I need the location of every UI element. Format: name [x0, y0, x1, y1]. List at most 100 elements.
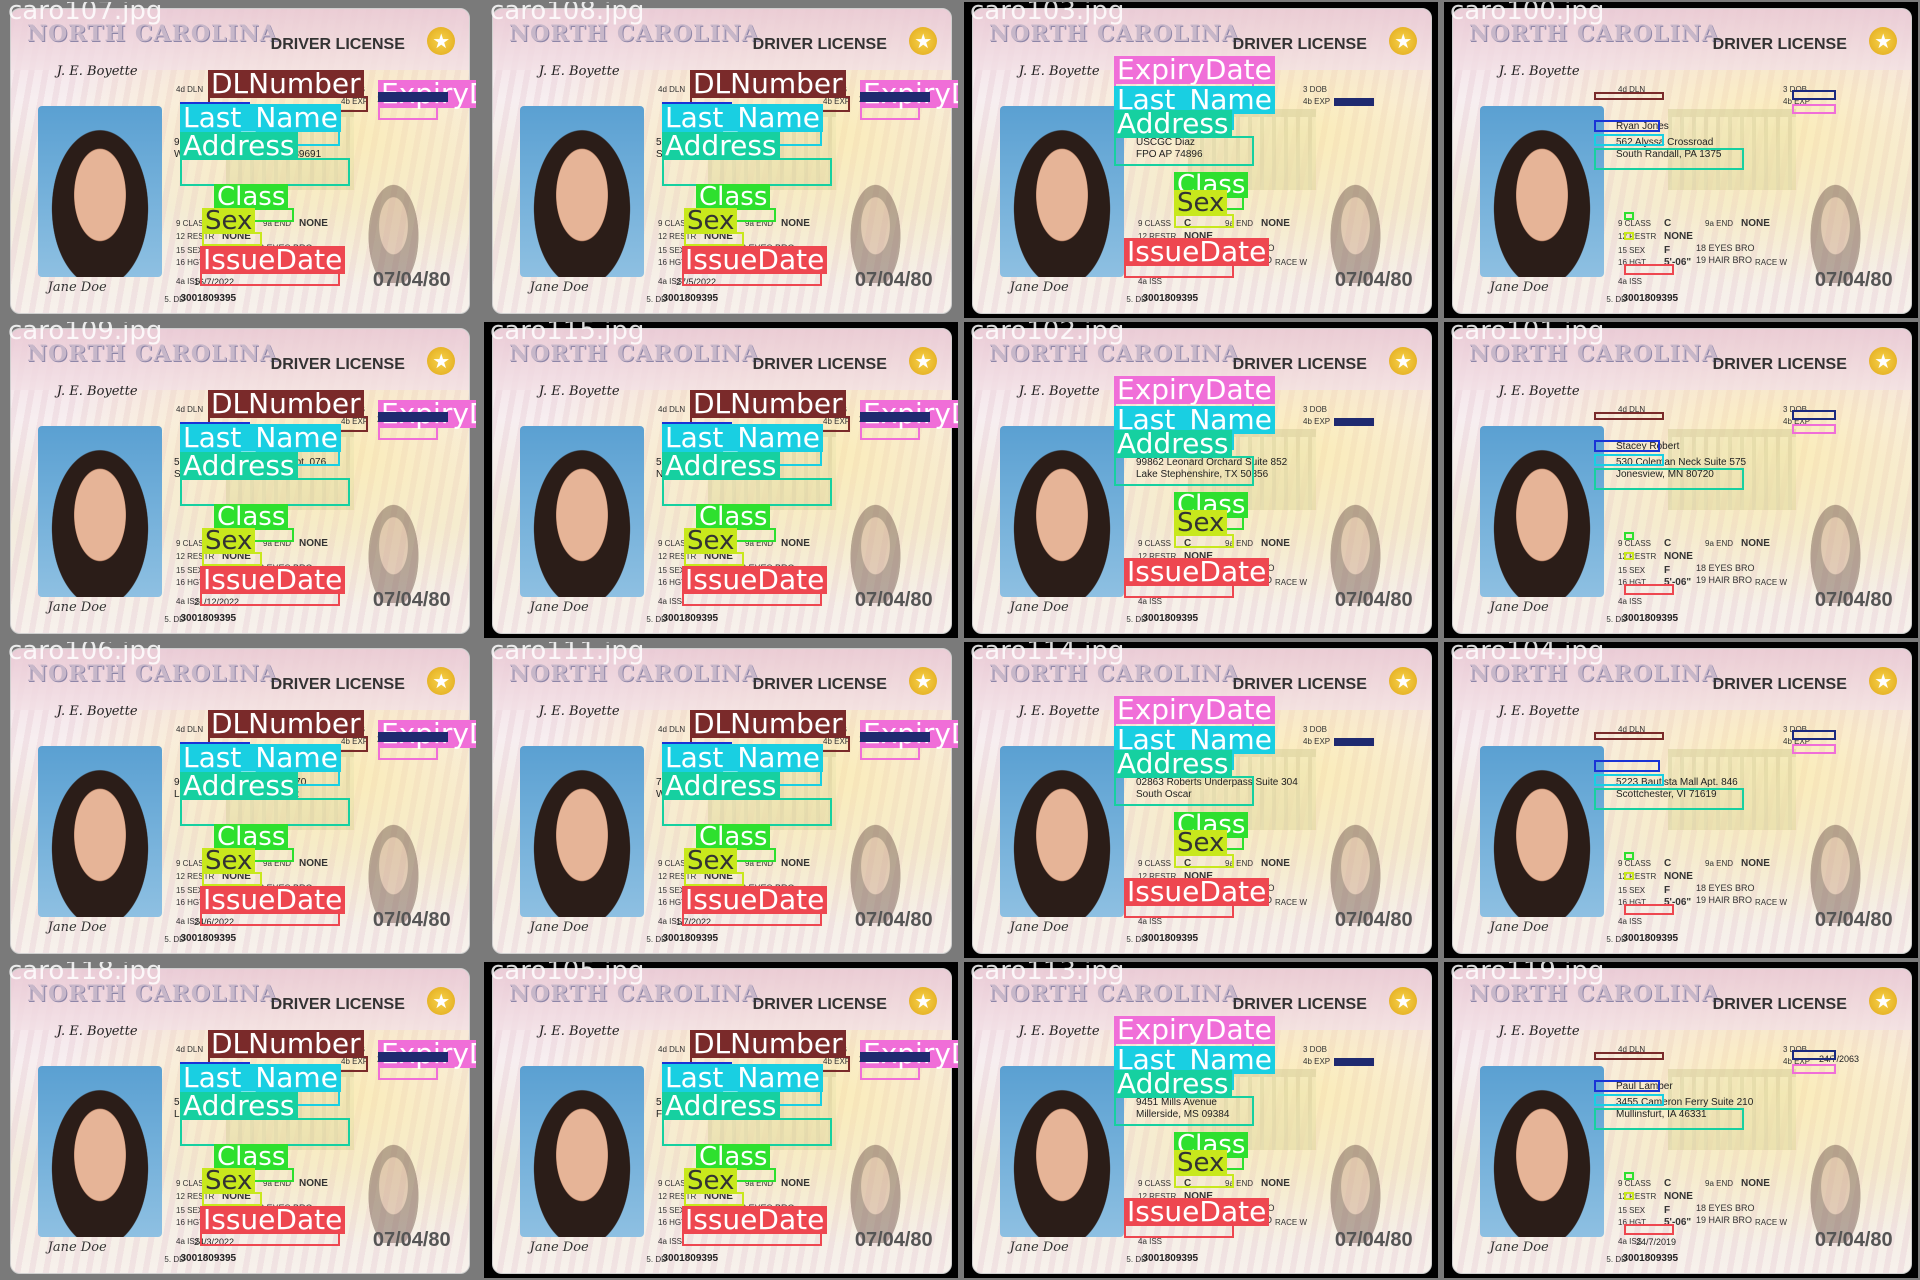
image-tile[interactable]: caro115.jpg NORTH CAROLINA DRIVER LICENSE ★…	[484, 322, 958, 638]
bbox-lastname[interactable]	[1594, 774, 1664, 786]
image-tile[interactable]: caro107.jpg NORTH CAROLINA DRIVER LICENSE ★…	[2, 2, 476, 318]
bbox-lastname[interactable]	[1594, 1094, 1664, 1106]
issue-value: 1/7/2022	[676, 917, 712, 927]
bbox-address[interactable]	[1114, 1096, 1254, 1126]
ghost-portrait	[1805, 819, 1866, 923]
bbox-dlnumber[interactable]	[1594, 1052, 1664, 1060]
license-title: DRIVER LICENSE	[270, 36, 405, 54]
bbox-class[interactable]	[1624, 532, 1634, 540]
bbox-issuedate[interactable]	[1624, 904, 1674, 915]
image-tile[interactable]: caro111.jpg NORTH CAROLINA DRIVER LICENSE ★…	[484, 642, 958, 958]
image-tile[interactable]: caro113.jpg NORTH CAROLINA DRIVER LICENSE ★…	[964, 962, 1438, 1278]
bbox-address[interactable]	[1594, 148, 1744, 170]
bbox-dob[interactable]	[1792, 90, 1836, 100]
field-race: RACE W	[1275, 1218, 1307, 1227]
dob-large: 07/04/80	[854, 588, 933, 611]
dob-large: 07/04/80	[1814, 268, 1893, 291]
holder-signature: Jane Doe	[47, 1239, 107, 1255]
bbox-label-address: Address	[1114, 430, 1232, 458]
bbox-address[interactable]	[1594, 1108, 1744, 1130]
dd-label: 5. DD	[164, 294, 185, 304]
image-tile[interactable]: caro103.jpg NORTH CAROLINA DRIVER LICENSE ★…	[964, 2, 1438, 318]
field-class-value: C	[1184, 218, 1192, 229]
field-eyes: 18 EYES BRO	[1696, 563, 1755, 573]
image-tile[interactable]: caro102.jpg NORTH CAROLINA DRIVER LICENSE ★…	[964, 322, 1438, 638]
ghost-portrait	[363, 1139, 424, 1243]
bbox-dlnumber[interactable]	[1594, 732, 1664, 740]
field-iss-label: 4a ISS	[176, 277, 201, 286]
bbox-issuedate[interactable]	[1624, 264, 1674, 275]
bbox-expirydate[interactable]	[1792, 104, 1836, 114]
ghost-portrait	[1805, 179, 1866, 283]
star-icon: ★	[909, 987, 938, 1016]
image-tile[interactable]: caro109.jpg NORTH CAROLINA DRIVER LICENSE ★…	[2, 322, 476, 638]
image-tile[interactable]: caro106.jpg NORTH CAROLINA DRIVER LICENSE ★…	[2, 642, 476, 958]
image-tile[interactable]: caro104.jpg NORTH CAROLINA DRIVER LICENSE ★…	[1444, 642, 1918, 958]
bbox-firstname[interactable]	[1594, 120, 1660, 132]
bbox-address[interactable]	[1114, 136, 1254, 166]
bbox-dob[interactable]	[1792, 730, 1836, 740]
star-icon: ★	[1869, 27, 1898, 56]
bbox-sex[interactable]	[1624, 1192, 1634, 1200]
bbox-class[interactable]	[1624, 852, 1634, 860]
file-name-label: caro101.jpg	[1450, 322, 1605, 346]
field-end-value: NONE	[299, 1178, 328, 1189]
bbox-address[interactable]	[1594, 788, 1744, 810]
bbox-address[interactable]	[1114, 776, 1254, 806]
bbox-firstname[interactable]	[1594, 760, 1660, 772]
dd-label: 5. DD	[646, 294, 667, 304]
bbox-firstname[interactable]	[1594, 1080, 1660, 1092]
image-tile[interactable]: caro114.jpg NORTH CAROLINA DRIVER LICENSE ★…	[964, 642, 1438, 958]
bbox-expirydate[interactable]	[1792, 744, 1836, 754]
license-title: DRIVER LICENSE	[1232, 356, 1367, 374]
capitol-building-graphic	[1668, 749, 1797, 831]
bbox-lastname[interactable]	[1594, 134, 1664, 146]
bbox-sex[interactable]	[1624, 552, 1634, 560]
state-name: NORTH CAROLINA	[989, 981, 1240, 1008]
portrait-photo	[520, 1066, 645, 1237]
address-line-2: South Randall, PA 1375	[1616, 149, 1722, 160]
bbox-firstname[interactable]	[1594, 440, 1660, 452]
field-race: RACE W	[1755, 898, 1787, 907]
bbox-address[interactable]	[1594, 468, 1744, 490]
commissioner-signature: J. E. Boyette	[538, 383, 620, 399]
bbox-sex[interactable]	[1624, 872, 1634, 880]
image-tile[interactable]: caro118.jpg NORTH CAROLINA DRIVER LICENSE ★…	[2, 962, 476, 1278]
dob-marker	[860, 1052, 930, 1062]
field-exp-label: 4b EXP	[341, 737, 369, 746]
field-end-label: 9a END	[745, 1179, 774, 1188]
state-name: NORTH CAROLINA	[27, 981, 278, 1008]
commissioner-signature: J. E. Boyette	[1018, 63, 1100, 79]
image-tile[interactable]: caro119.jpg NORTH CAROLINA DRIVER LICENSE ★…	[1444, 962, 1918, 1278]
bbox-label-issuedate: IssueDate	[1124, 1198, 1270, 1226]
bbox-expirydate[interactable]	[1792, 424, 1836, 434]
file-name-label: caro105.jpg	[490, 962, 645, 986]
bbox-dlnumber[interactable]	[1594, 412, 1664, 420]
portrait-photo	[1480, 1066, 1605, 1237]
bbox-issuedate[interactable]	[1624, 1224, 1674, 1235]
field-hgt-label: 16 HGT	[176, 1218, 205, 1227]
bbox-dob[interactable]	[1792, 410, 1836, 420]
bbox-label-lastname: Last_Name	[180, 1064, 341, 1092]
bbox-sex[interactable]	[1624, 232, 1634, 240]
bbox-lastname[interactable]	[1594, 454, 1664, 466]
bbox-class[interactable]	[1624, 1172, 1634, 1180]
bbox-dlnumber[interactable]	[1594, 92, 1664, 100]
dd-label: 5. DD	[1606, 294, 1627, 304]
image-tile[interactable]: caro105.jpg NORTH CAROLINA DRIVER LICENSE ★…	[484, 962, 958, 1278]
image-tile[interactable]: caro101.jpg NORTH CAROLINA DRIVER LICENSE ★…	[1444, 322, 1918, 638]
card-header-band	[493, 329, 951, 390]
bbox-class[interactable]	[1624, 212, 1634, 220]
field-restr-value: NONE	[704, 231, 733, 242]
bbox-dob[interactable]	[1792, 1050, 1836, 1060]
bbox-issuedate[interactable]	[1624, 584, 1674, 595]
image-tile[interactable]: caro108.jpg NORTH CAROLINA DRIVER LICENSE ★…	[484, 2, 958, 318]
image-tile[interactable]: caro100.jpg NORTH CAROLINA DRIVER LICENSE ★…	[1444, 2, 1918, 318]
field-restr-value: NONE	[1184, 231, 1213, 242]
license-card: NORTH CAROLINA DRIVER LICENSE ★ J. E. Boyet…	[1452, 968, 1912, 1274]
holder-name: Ryan Jones	[1616, 121, 1669, 132]
star-icon: ★	[1869, 987, 1898, 1016]
bbox-address[interactable]	[1114, 456, 1254, 486]
bbox-label-class: Class	[214, 184, 289, 210]
bbox-expirydate[interactable]	[1792, 1064, 1836, 1074]
